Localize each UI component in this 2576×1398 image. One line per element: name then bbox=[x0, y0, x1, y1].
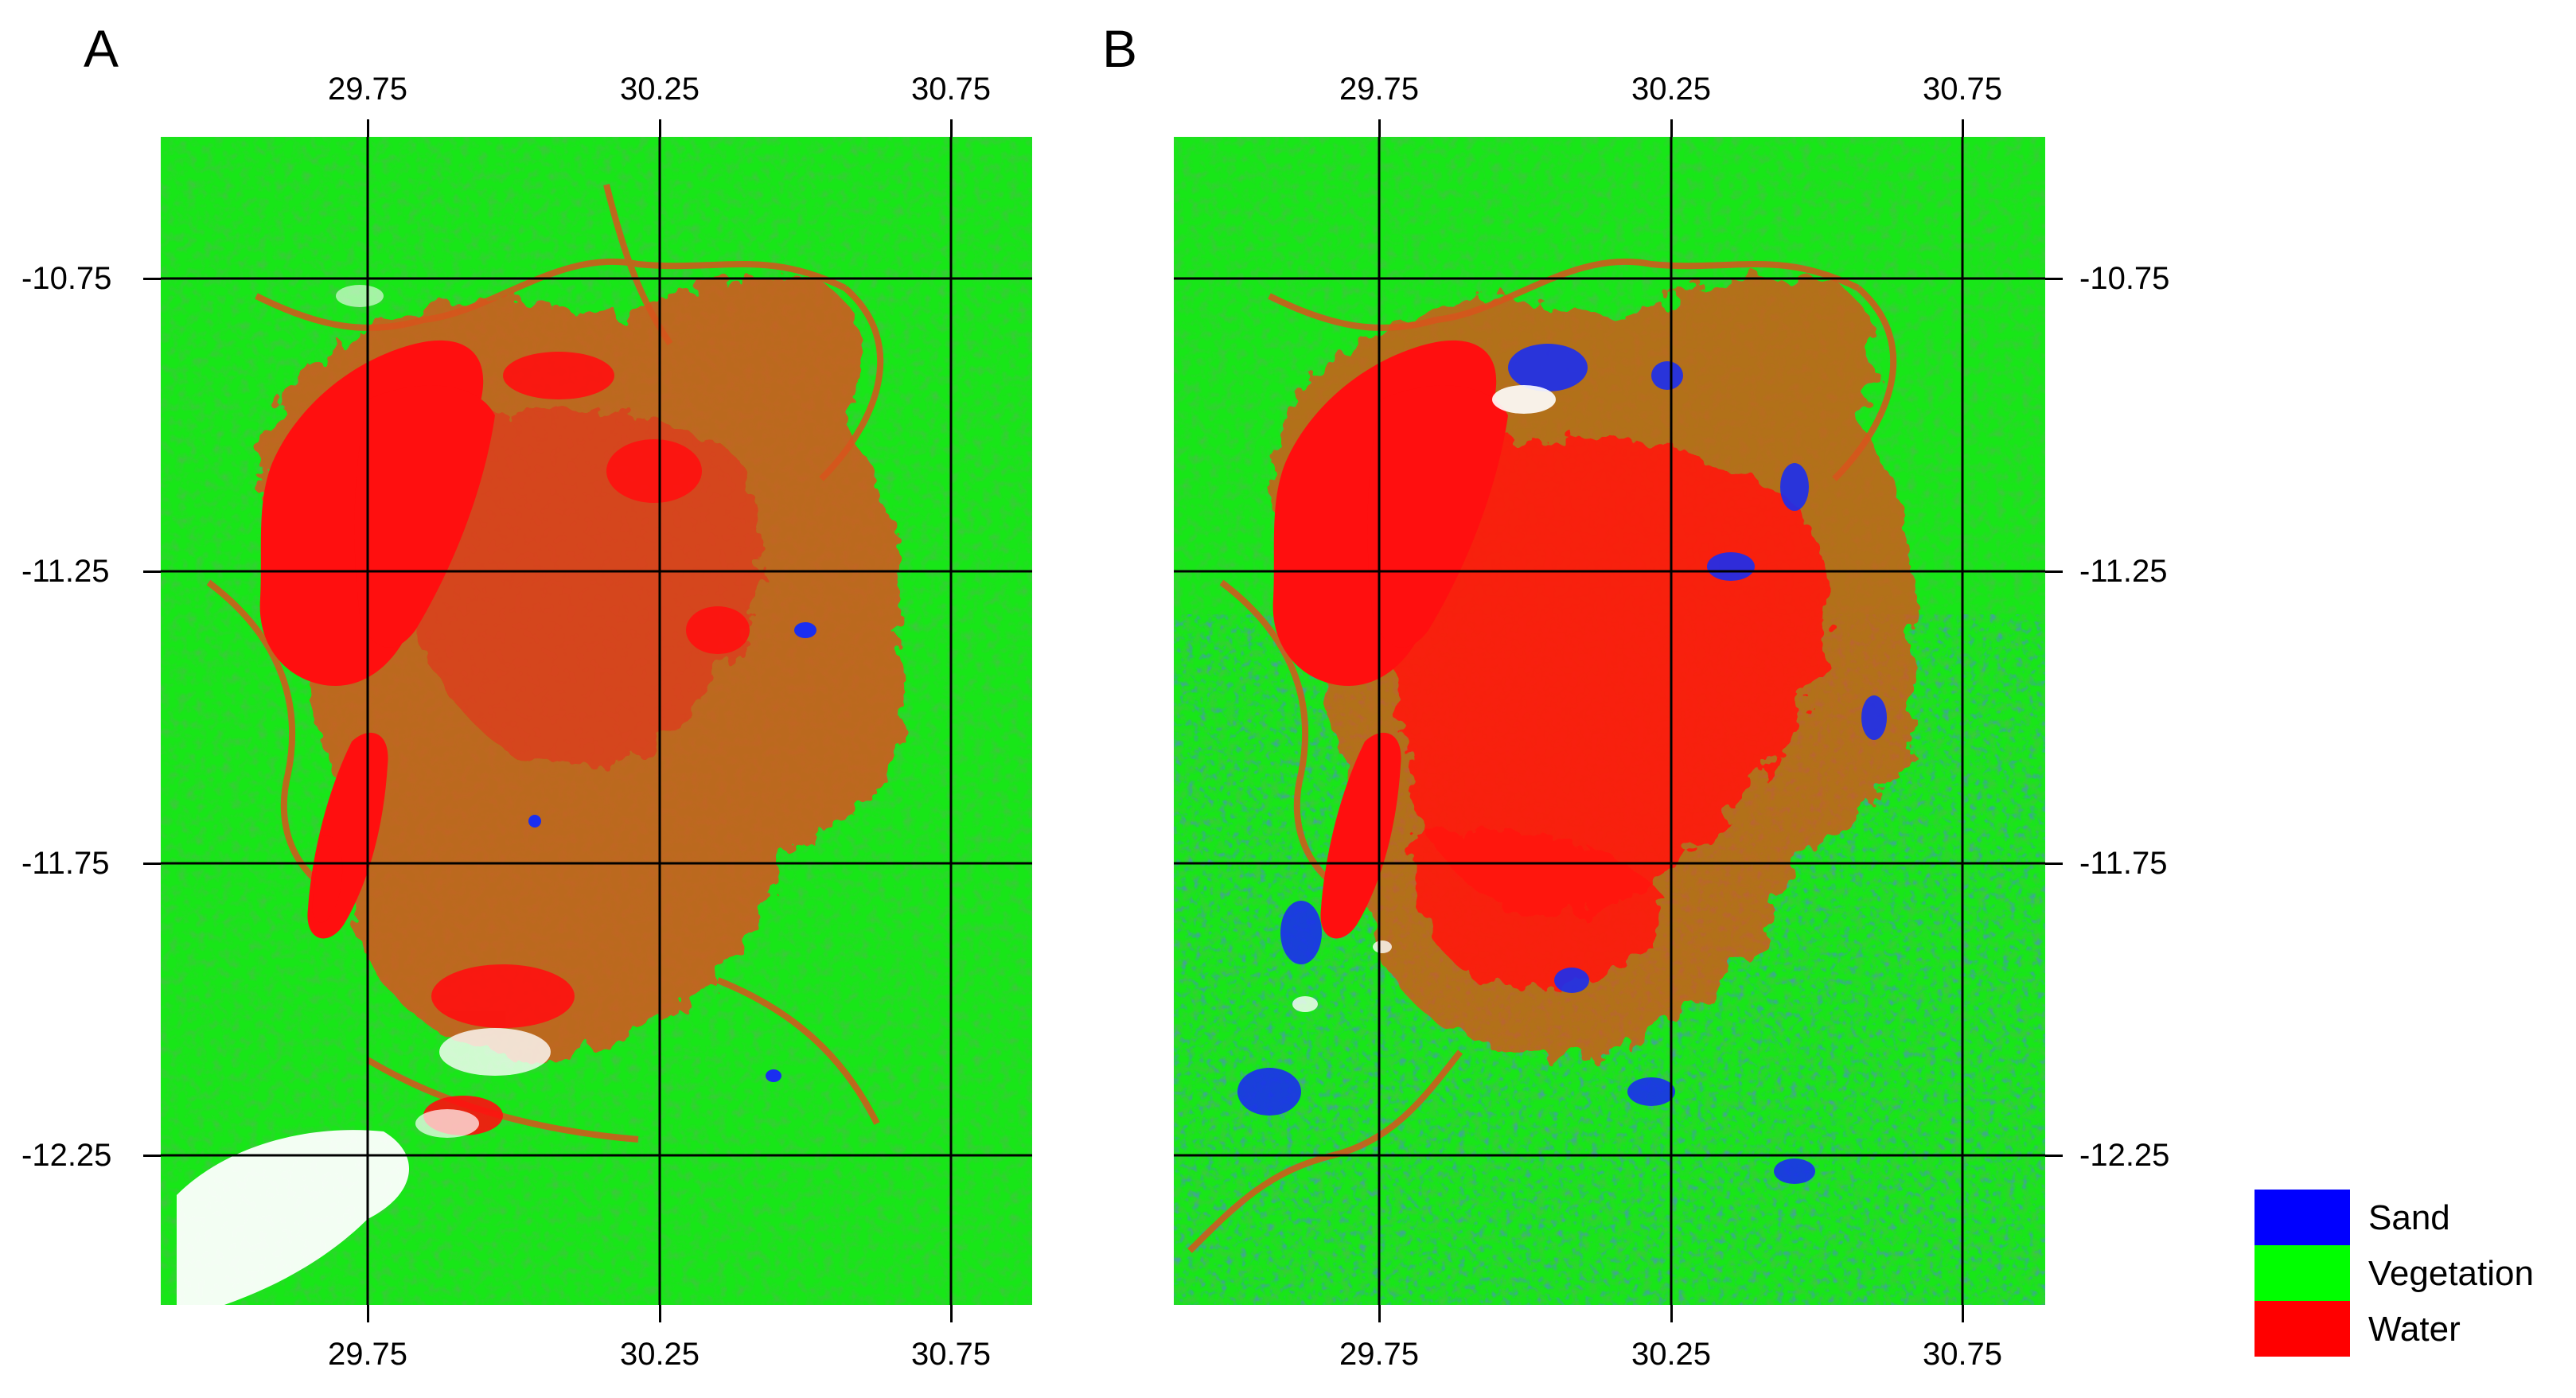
water-patches bbox=[423, 352, 750, 1135]
tick-mark bbox=[950, 119, 953, 137]
cloud-patches bbox=[177, 285, 551, 1305]
cloud-patches bbox=[1292, 385, 1556, 1012]
tick-mark bbox=[143, 863, 161, 865]
tick-mark bbox=[950, 1305, 953, 1322]
x-tick-bottom: 30.25 bbox=[1631, 1337, 1712, 1372]
x-tick-top: 30.75 bbox=[910, 72, 992, 107]
tick-mark bbox=[143, 1155, 161, 1157]
sand-patches bbox=[528, 622, 816, 1082]
tick-mark bbox=[659, 119, 661, 137]
y-tick-right: -10.75 bbox=[2079, 261, 2170, 296]
graticule bbox=[161, 137, 1032, 1305]
tick-mark bbox=[2045, 570, 2063, 573]
lake-water-body bbox=[312, 835, 343, 923]
panel-label-b: B bbox=[1102, 19, 1138, 78]
classification-map-a bbox=[161, 137, 1032, 1305]
lake-water-body bbox=[354, 385, 495, 648]
tick-mark bbox=[1962, 1305, 1964, 1322]
lake-water-body bbox=[1367, 385, 1508, 648]
x-tick-bottom: 30.75 bbox=[910, 1337, 992, 1372]
x-tick-top: 30.25 bbox=[619, 72, 700, 107]
tick-mark bbox=[2045, 278, 2063, 280]
tick-mark bbox=[1962, 119, 1964, 137]
legend-item-vegetation: Vegetation bbox=[2254, 1245, 2573, 1301]
legend-item-water: Water bbox=[2254, 1301, 2573, 1357]
x-tick-bottom: 29.75 bbox=[327, 1337, 408, 1372]
x-tick-top: 30.75 bbox=[1922, 72, 2003, 107]
lake-water-body bbox=[1320, 732, 1401, 939]
x-tick-top: 29.75 bbox=[327, 72, 408, 107]
y-tick-left: -10.75 bbox=[21, 261, 112, 296]
sand-patches bbox=[1237, 344, 1887, 1184]
map-b-graphic bbox=[1174, 137, 2045, 1305]
x-tick-bottom: 30.25 bbox=[619, 1337, 700, 1372]
panel-label-a: A bbox=[84, 19, 119, 78]
legend-swatch-vegetation bbox=[2254, 1245, 2350, 1301]
y-tick-right: -11.25 bbox=[2079, 554, 2168, 589]
tick-mark bbox=[1670, 119, 1673, 137]
legend-label-vegetation: Vegetation bbox=[2368, 1254, 2534, 1293]
x-tick-bottom: 30.75 bbox=[1922, 1337, 2003, 1372]
tick-mark bbox=[659, 1305, 661, 1322]
tick-mark bbox=[143, 278, 161, 280]
y-tick-right: -12.25 bbox=[2079, 1138, 2170, 1173]
y-tick-left: -11.25 bbox=[21, 554, 110, 589]
classification-map-b bbox=[1174, 137, 2045, 1305]
tick-mark bbox=[2045, 1155, 2063, 1157]
tick-mark bbox=[143, 570, 161, 573]
x-tick-bottom: 29.75 bbox=[1339, 1337, 1420, 1372]
tick-mark bbox=[1378, 119, 1381, 137]
y-tick-left: -11.75 bbox=[21, 846, 110, 881]
legend-label-water: Water bbox=[2368, 1310, 2461, 1349]
tick-mark bbox=[367, 1305, 369, 1322]
y-tick-left: -12.25 bbox=[21, 1138, 112, 1173]
graticule bbox=[1174, 137, 2045, 1305]
map-a-graphic bbox=[161, 137, 1032, 1305]
x-tick-top: 30.25 bbox=[1631, 72, 1712, 107]
legend-swatch-water bbox=[2254, 1301, 2350, 1357]
y-tick-right: -11.75 bbox=[2079, 846, 2168, 881]
legend-swatch-sand bbox=[2254, 1190, 2350, 1245]
tick-mark bbox=[367, 119, 369, 137]
tick-mark bbox=[1378, 1305, 1381, 1322]
x-tick-top: 29.75 bbox=[1339, 72, 1420, 107]
legend-item-sand: Sand bbox=[2254, 1190, 2573, 1245]
tick-mark bbox=[1670, 1305, 1673, 1322]
legend-label-sand: Sand bbox=[2368, 1198, 2450, 1237]
tick-mark bbox=[2045, 863, 2063, 865]
